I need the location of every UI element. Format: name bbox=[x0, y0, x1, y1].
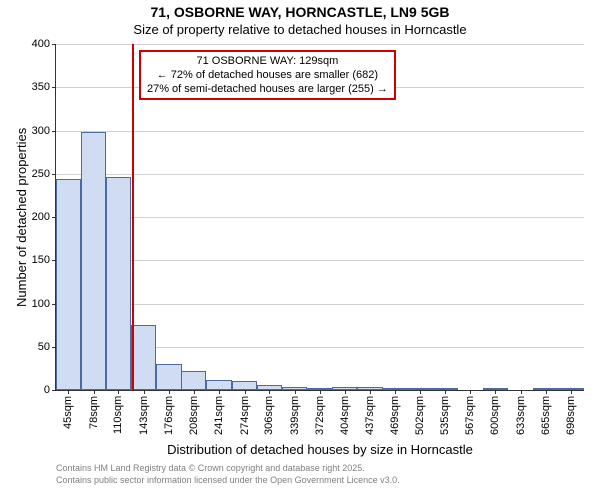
x-tick-label: 274sqm bbox=[240, 396, 251, 440]
x-tick-label: 372sqm bbox=[315, 396, 326, 440]
gridline bbox=[56, 174, 584, 175]
x-tick-label: 567sqm bbox=[465, 396, 476, 440]
y-tick-label: 350 bbox=[16, 82, 50, 93]
y-tick-label: 250 bbox=[16, 169, 50, 180]
histogram-bar bbox=[156, 364, 181, 390]
gridline bbox=[56, 131, 584, 132]
histogram-bar bbox=[206, 380, 231, 390]
y-tick-label: 200 bbox=[16, 212, 50, 223]
info-line-2: ← 72% of detached houses are smaller (68… bbox=[147, 68, 388, 82]
x-tick-label: 502sqm bbox=[415, 396, 426, 440]
x-tick-label: 698sqm bbox=[566, 396, 577, 440]
x-tick-label: 78sqm bbox=[89, 396, 100, 440]
x-tick-label: 633sqm bbox=[516, 396, 527, 440]
x-tick-label: 404sqm bbox=[340, 396, 351, 440]
chart-subtitle: Size of property relative to detached ho… bbox=[0, 22, 600, 37]
reference-line bbox=[132, 44, 134, 390]
histogram-chart: 71, OSBORNE WAY, HORNCASTLE, LN9 5GB Siz… bbox=[0, 0, 600, 500]
histogram-bar bbox=[232, 381, 257, 390]
histogram-bar bbox=[181, 371, 206, 390]
attribution-line-1: Contains HM Land Registry data © Crown c… bbox=[56, 462, 400, 474]
y-tick-label: 300 bbox=[16, 126, 50, 137]
y-tick-label: 150 bbox=[16, 255, 50, 266]
y-tick-label: 50 bbox=[16, 342, 50, 353]
x-tick-label: 176sqm bbox=[164, 396, 175, 440]
histogram-bar bbox=[56, 179, 81, 390]
y-tick-label: 0 bbox=[16, 385, 50, 396]
x-tick-label: 600sqm bbox=[490, 396, 501, 440]
info-line-3: 27% of semi-detached houses are larger (… bbox=[147, 82, 388, 96]
info-line-1: 71 OSBORNE WAY: 129sqm bbox=[147, 54, 388, 68]
x-axis-label: Distribution of detached houses by size … bbox=[56, 442, 584, 457]
x-tick-label: 339sqm bbox=[290, 396, 301, 440]
attribution-line-2: Contains public sector information licen… bbox=[56, 474, 400, 486]
x-tick-label: 437sqm bbox=[365, 396, 376, 440]
chart-title: 71, OSBORNE WAY, HORNCASTLE, LN9 5GB bbox=[0, 4, 600, 20]
y-tick-label: 400 bbox=[16, 39, 50, 50]
x-tick-label: 110sqm bbox=[113, 396, 124, 440]
gridline bbox=[56, 44, 584, 45]
gridline bbox=[56, 217, 584, 218]
x-tick-label: 241sqm bbox=[214, 396, 225, 440]
gridline bbox=[56, 260, 584, 261]
x-tick-label: 143sqm bbox=[139, 396, 150, 440]
x-tick-label: 306sqm bbox=[264, 396, 275, 440]
reference-info-box: 71 OSBORNE WAY: 129sqm ← 72% of detached… bbox=[139, 50, 396, 100]
x-tick-label: 45sqm bbox=[63, 396, 74, 440]
x-tick-label: 535sqm bbox=[440, 396, 451, 440]
histogram-bar bbox=[131, 325, 156, 390]
gridline bbox=[56, 304, 584, 305]
histogram-bar bbox=[81, 132, 106, 390]
x-tick-label: 208sqm bbox=[189, 396, 200, 440]
y-tick-label: 100 bbox=[16, 299, 50, 310]
histogram-bar bbox=[106, 177, 131, 390]
x-tick-label: 469sqm bbox=[390, 396, 401, 440]
attribution-text: Contains HM Land Registry data © Crown c… bbox=[56, 462, 400, 486]
x-tick-label: 665sqm bbox=[541, 396, 552, 440]
